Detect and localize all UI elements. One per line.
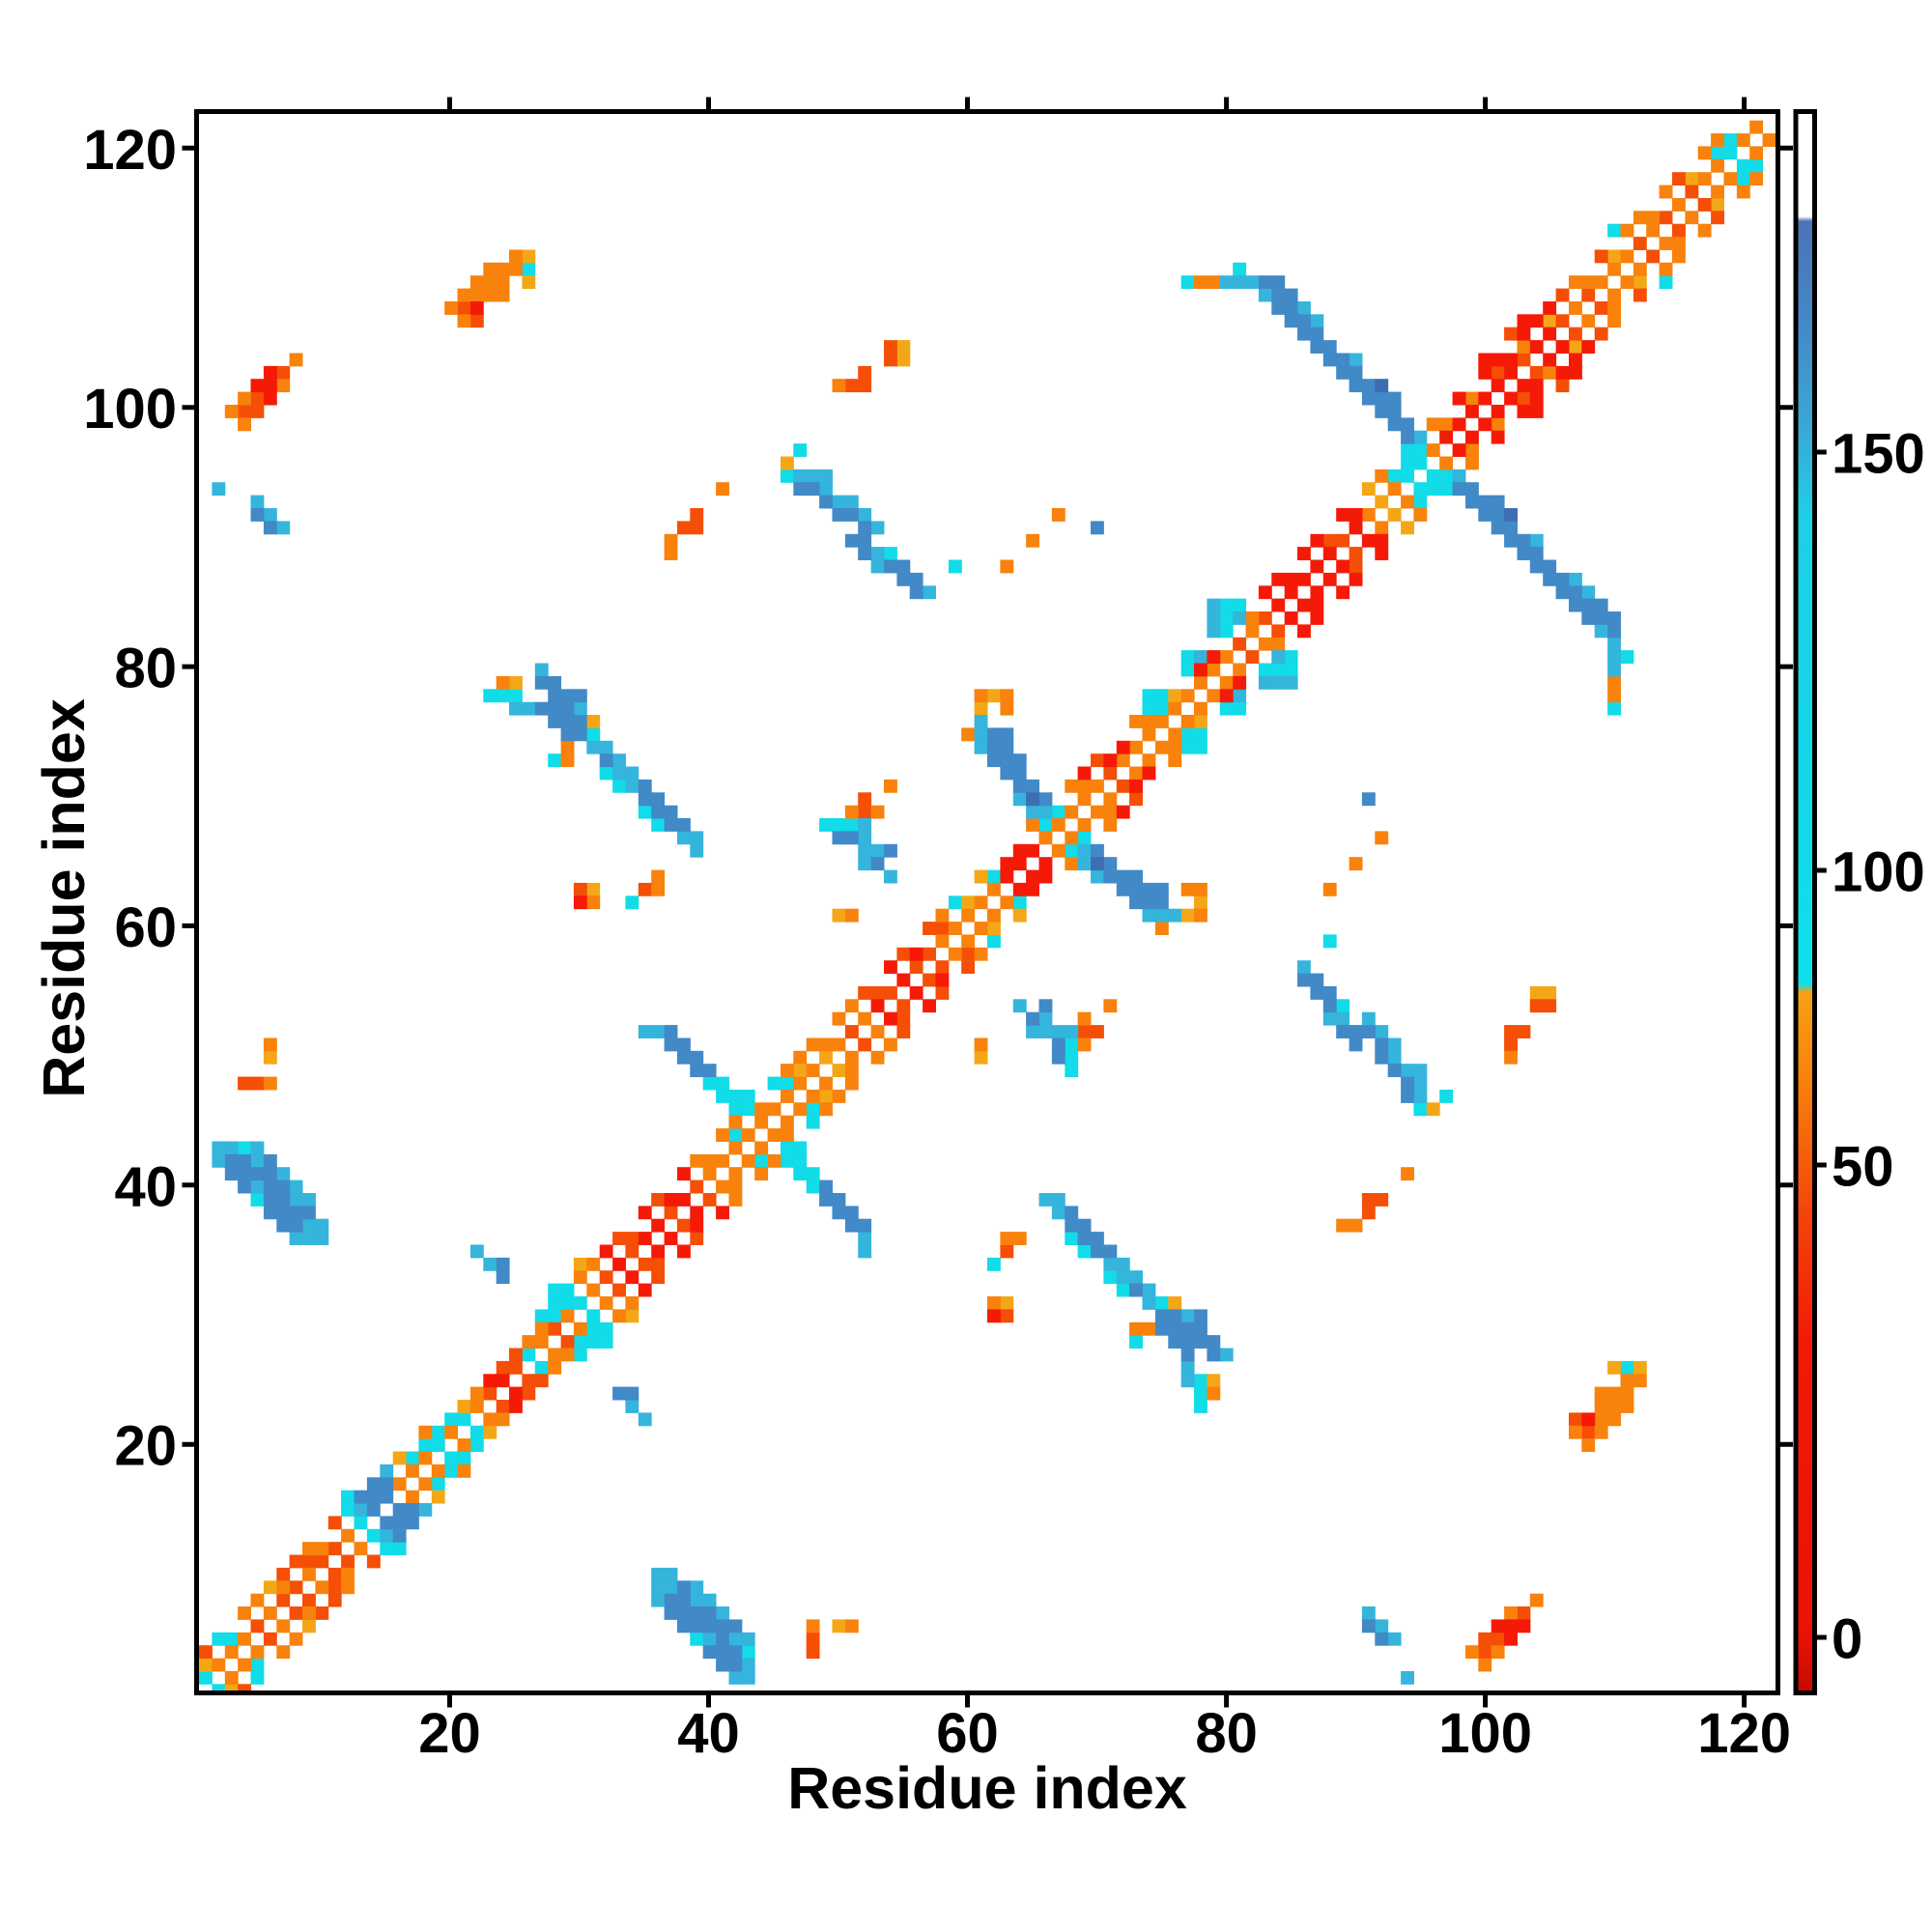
svg-text:80: 80	[1195, 1702, 1258, 1765]
svg-text:40: 40	[677, 1702, 740, 1765]
svg-text:80: 80	[114, 638, 177, 700]
svg-text:150: 150	[1832, 423, 1925, 486]
svg-text:Residue index: Residue index	[787, 1755, 1187, 1821]
svg-text:0: 0	[1832, 1608, 1862, 1671]
svg-text:100: 100	[1438, 1702, 1532, 1765]
svg-text:50: 50	[1832, 1136, 1894, 1199]
svg-text:40: 40	[114, 1155, 177, 1218]
svg-text:Residue index: Residue index	[31, 698, 97, 1098]
svg-text:100: 100	[1832, 841, 1925, 904]
svg-text:60: 60	[936, 1702, 999, 1765]
svg-text:120: 120	[1697, 1702, 1791, 1765]
svg-text:120: 120	[83, 119, 177, 182]
svg-text:20: 20	[418, 1702, 481, 1765]
svg-text:20: 20	[114, 1415, 177, 1478]
svg-text:100: 100	[83, 378, 177, 440]
svg-text:60: 60	[114, 896, 177, 959]
